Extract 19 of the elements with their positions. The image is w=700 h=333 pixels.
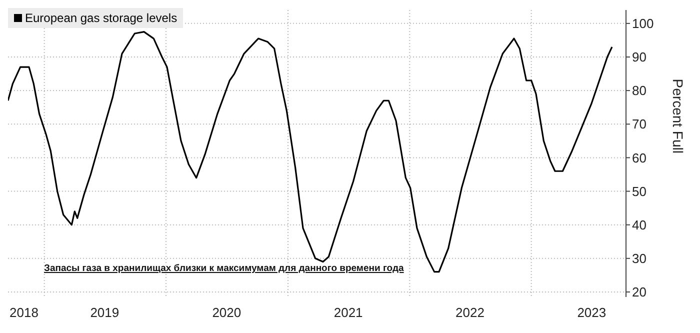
y-tick-label: 100 [632,16,654,32]
y-tick-label: 20 [632,284,646,300]
y-tick-label: 80 [632,83,646,98]
y-tick-label: 60 [632,150,646,166]
x-tick-label: 2021 [334,305,363,320]
x-tick-label: 2023 [577,305,606,320]
y-tick-label: 30 [632,251,646,266]
y-tick-label: 70 [632,116,646,132]
y-tick-label: 90 [632,50,646,65]
y-tick-label: 50 [632,184,646,199]
x-tick-label: 2020 [212,305,242,320]
line-series [8,31,613,273]
x-tick-label: 2019 [90,305,120,320]
x-tick-label: 2022 [456,305,484,320]
annotation: Запасы газа в хранилищах близки к максимумам для данного времени года [44,263,404,274]
legend-label: European gas storage levels [24,11,178,25]
y-axis-title: Percent Full [670,78,686,154]
x-tick-label: 2018 [10,305,38,320]
y-tick-label: 40 [632,217,646,232]
